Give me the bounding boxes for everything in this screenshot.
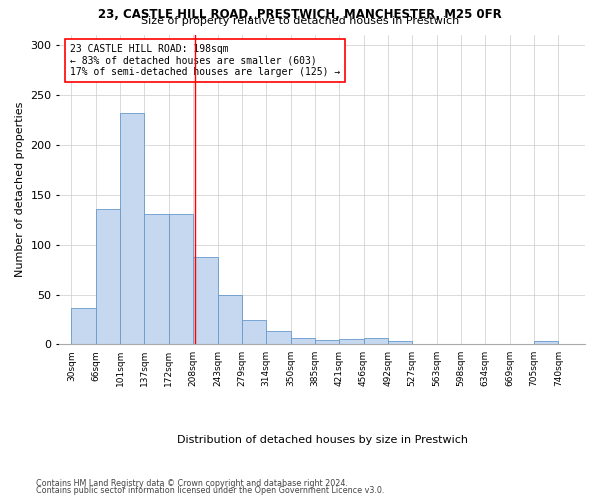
X-axis label: Distribution of detached houses by size in Prestwich: Distribution of detached houses by size …: [176, 435, 467, 445]
Bar: [388, 342, 412, 344]
Bar: [71, 308, 96, 344]
Bar: [364, 338, 388, 344]
Text: Contains public sector information licensed under the Open Government Licence v3: Contains public sector information licen…: [36, 486, 385, 495]
Bar: [96, 208, 120, 344]
Bar: [290, 338, 315, 344]
Bar: [266, 332, 290, 344]
Bar: [120, 113, 145, 344]
Text: 23, CASTLE HILL ROAD, PRESTWICH, MANCHESTER, M25 0FR: 23, CASTLE HILL ROAD, PRESTWICH, MANCHES…: [98, 8, 502, 20]
Y-axis label: Number of detached properties: Number of detached properties: [15, 102, 25, 278]
Text: Contains HM Land Registry data © Crown copyright and database right 2024.: Contains HM Land Registry data © Crown c…: [36, 478, 348, 488]
Bar: [339, 340, 364, 344]
Bar: [315, 340, 339, 344]
Bar: [534, 342, 558, 344]
Text: 23 CASTLE HILL ROAD: 198sqm
← 83% of detached houses are smaller (603)
17% of se: 23 CASTLE HILL ROAD: 198sqm ← 83% of det…: [70, 44, 340, 78]
Text: Size of property relative to detached houses in Prestwich: Size of property relative to detached ho…: [141, 16, 459, 26]
Bar: [169, 214, 193, 344]
Bar: [242, 320, 266, 344]
Bar: [145, 214, 169, 344]
Bar: [218, 294, 242, 344]
Bar: [193, 256, 218, 344]
